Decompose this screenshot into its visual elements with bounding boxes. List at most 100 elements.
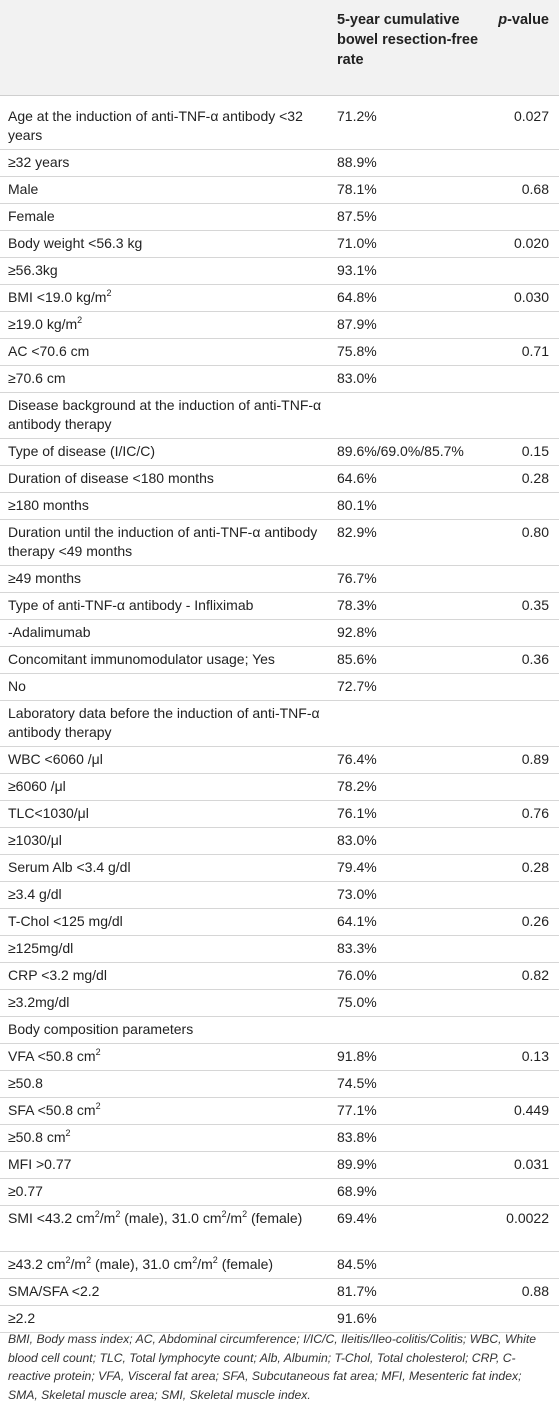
table-row: ≥2.2 91.6% [0,1306,559,1333]
row-label-text: ≥49 months [8,570,82,586]
row-rate: 64.6% [337,470,377,486]
row-label: SMA/SFA <2.2 [8,1282,328,1301]
table-row: SMI <43.2 cm2/m2 (male), 31.0 cm2/m2 (fe… [0,1206,559,1252]
row-rate: 72.7% [337,678,377,694]
table-row: Type of anti-TNF-α antibody - Infliximab… [0,593,559,620]
row-label-text: Female [8,208,55,224]
row-label: CRP <3.2 mg/dl [8,966,328,985]
superscript: 2 [65,1255,71,1265]
table-row: MFI >0.77 89.9% 0.031 [0,1152,559,1179]
table-row: ≥19.0 kg/m2 87.9% [0,312,559,339]
row-label-text: Type of anti-TNF-α antibody - Infliximab [8,597,254,613]
row-label: Disease background at the induction of a… [8,396,328,434]
row-label: ≥32 years [8,153,328,172]
header-p-suffix: -value [507,12,549,28]
superscript: 2 [95,1047,101,1057]
row-label-text: Serum Alb <3.4 g/dl [8,859,131,875]
row-rate: 75.8% [337,343,377,359]
row-rate: 78.3% [337,597,377,613]
row-label-text: Disease background at the induction of a… [8,397,322,432]
table-row: Body composition parameters [0,1017,559,1044]
table-row: Serum Alb <3.4 g/dl 79.4% 0.28 [0,855,559,882]
row-rate: 83.3% [337,940,377,956]
row-label-text: ≥3.4 g/dl [8,886,62,902]
row-label-text: TLC<1030/μl [8,805,89,821]
row-rate: 93.1% [337,262,377,278]
row-label: ≥56.3kg [8,261,328,280]
row-label-text: ≥125mg/dl [8,940,74,956]
row-p-value: 0.027 [513,108,549,124]
row-label: ≥3.2mg/dl [8,993,328,1012]
row-label-text: Male [8,181,39,197]
row-label-text: ≥56.3kg [8,262,58,278]
table-row: Male 78.1% 0.68 [0,177,559,204]
row-p-value: 0.28 [521,859,549,875]
row-label-text: MFI >0.77 [8,1156,72,1172]
table-row: ≥180 months 80.1% [0,493,559,520]
superscript: 2 [86,1255,92,1265]
row-label: Laboratory data before the induction of … [8,704,328,742]
header-rate: 5-year cumulative bowel resection-free r… [337,12,479,68]
table-row: ≥50.8 cm2 83.8% [0,1125,559,1152]
row-rate: 73.0% [337,886,377,902]
table-row: ≥1030/μl 83.0% [0,828,559,855]
row-p-value: 0.28 [521,470,549,486]
table-row: Laboratory data before the induction of … [0,701,559,747]
row-label-text: SFA <50.8 cm [8,1102,96,1118]
row-label: SFA <50.8 cm2 [8,1101,328,1120]
row-rate: 71.2% [337,108,377,124]
row-p-value: 0.36 [521,651,549,667]
table-row: AC <70.6 cm 75.8% 0.71 [0,339,559,366]
row-label-text: VFA <50.8 cm [8,1048,96,1064]
table-row: ≥70.6 cm 83.0% [0,366,559,393]
row-label: ≥3.4 g/dl [8,885,328,904]
superscript: 2 [192,1255,198,1265]
row-rate: 91.8% [337,1048,377,1064]
row-label-text: SMI <43.2 cm [8,1210,95,1226]
row-label-text: Body composition parameters [8,1021,194,1037]
table-row: SFA <50.8 cm2 77.1% 0.449 [0,1098,559,1125]
row-label-text: (female) [217,1256,274,1272]
row-rate: 71.0% [337,235,377,251]
row-rate: 87.5% [337,208,377,224]
row-rate: 76.0% [337,967,377,983]
row-label: Duration until the induction of anti-TNF… [8,523,328,561]
table-row: Duration of disease <180 months 64.6% 0.28 [0,466,559,493]
row-rate: 92.8% [337,624,377,640]
row-rate: 83.0% [337,370,377,386]
table-row: ≥50.8 74.5% [0,1071,559,1098]
row-label-text: (male), 31.0 cm [120,1210,222,1226]
row-label-text: /m [226,1210,243,1226]
table-row: Duration until the induction of anti-TNF… [0,520,559,566]
table-row: VFA <50.8 cm2 91.8% 0.13 [0,1044,559,1071]
row-label-text: (male), 31.0 cm [91,1256,193,1272]
table-row: T-Chol <125 mg/dl 64.1% 0.26 [0,909,559,936]
row-label-text: -Adalimumab [8,624,91,640]
row-label: TLC<1030/μl [8,804,328,823]
row-rate: 89.6%/69.0%/85.7% [337,443,464,459]
table-row: No 72.7% [0,674,559,701]
row-label: ≥19.0 kg/m2 [8,315,328,334]
row-label-text: Duration of disease <180 months [8,470,214,486]
row-label-text: Laboratory data before the induction of … [8,705,320,740]
row-label-text: No [8,678,26,694]
row-label: ≥0.77 [8,1182,328,1201]
row-label-text: CRP <3.2 mg/dl [8,967,107,983]
row-label-text: ≥50.8 cm [8,1129,66,1145]
row-rate: 88.9% [337,154,377,170]
superscript: 2 [95,1101,101,1111]
row-label: BMI <19.0 kg/m2 [8,288,328,307]
row-p-value: 0.89 [521,751,549,767]
row-rate: 68.9% [337,1183,377,1199]
row-rate: 75.0% [337,994,377,1010]
row-p-value: 0.82 [521,967,549,983]
superscript: 2 [115,1209,121,1219]
superscript: 2 [242,1209,248,1219]
row-label: SMI <43.2 cm2/m2 (male), 31.0 cm2/m2 (fe… [8,1209,328,1228]
table-row: WBC <6060 /μl 76.4% 0.89 [0,747,559,774]
row-p-value: 0.35 [521,597,549,613]
row-rate: 91.6% [337,1310,377,1326]
row-label-text: ≥2.2 [8,1310,36,1326]
row-p-value: 0.26 [521,913,549,929]
